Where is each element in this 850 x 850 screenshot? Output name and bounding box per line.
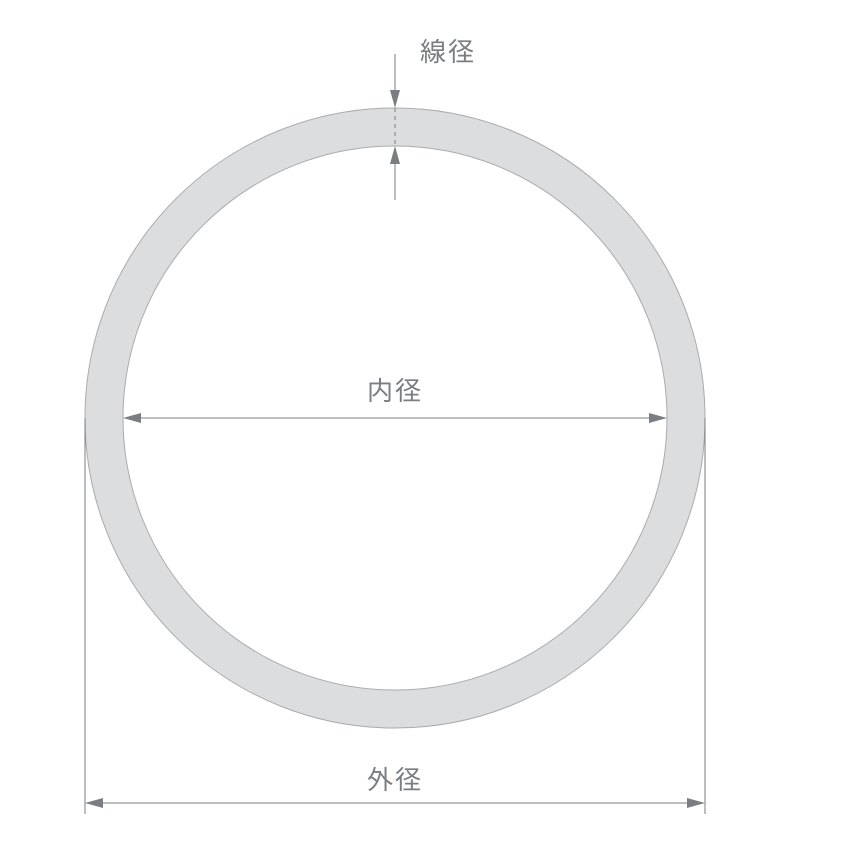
ring-diagram: 線径内径外径 (0, 0, 850, 850)
label-outer-diameter: 外径 (367, 760, 423, 797)
label-wire-diameter: 線径 (420, 32, 476, 69)
label-inner-diameter: 内径 (367, 371, 423, 408)
